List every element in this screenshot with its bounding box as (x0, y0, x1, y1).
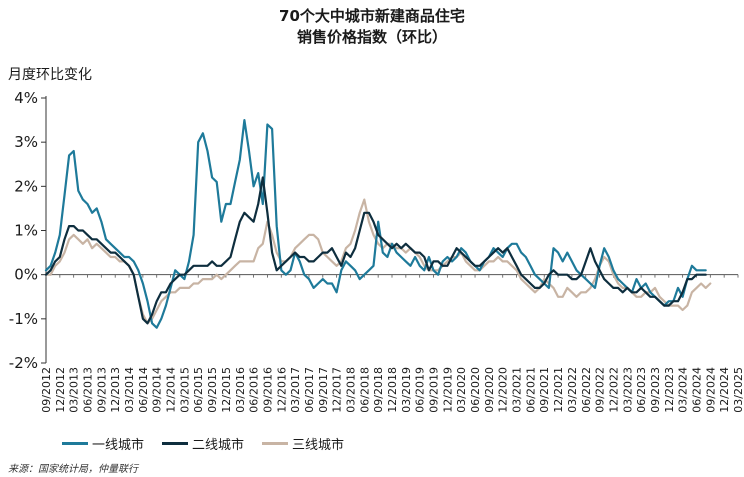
x-tick-label: 12/2014 (165, 367, 178, 413)
x-tick-label: 09/2012 (40, 367, 53, 413)
x-tick-label: 06/2020 (469, 367, 482, 413)
legend-label-tier3: 三线城市 (292, 438, 345, 453)
x-tick-label: 03/2019 (400, 367, 413, 413)
x-tick-label: 09/2018 (372, 367, 385, 413)
x-tick-label: 03/2025 (732, 367, 744, 413)
y-axis-label: 月度环比变化 (8, 67, 92, 83)
x-tick-label: 09/2020 (483, 367, 496, 413)
x-tick-label: 09/2023 (649, 367, 662, 413)
x-tick-label: 09/2022 (594, 367, 607, 413)
x-tick-label: 09/2013 (95, 367, 108, 413)
x-tick-label: 03/2017 (289, 367, 302, 413)
y-tick-label: 1% (14, 222, 38, 240)
x-tick-label: 06/2013 (82, 367, 95, 413)
x-tick-label: 12/2021 (552, 367, 565, 413)
x-tick-label: 03/2018 (344, 367, 357, 413)
legend-item-tier3: 三线城市 (262, 434, 344, 453)
x-tick-label: 03/2021 (511, 367, 524, 413)
x-tick-label: 03/2024 (677, 367, 690, 413)
x-tick-label: 03/2014 (123, 367, 136, 413)
legend-item-tier1: 一线城市 (62, 434, 144, 453)
x-tick-label: 03/2013 (68, 367, 81, 413)
y-tick-label: -1% (9, 310, 38, 328)
x-tick-label: 12/2016 (275, 367, 288, 413)
chart-subtitle: 销售价格指数（环比） (296, 28, 447, 46)
x-tick-label: 06/2019 (414, 367, 427, 413)
legend-item-tier2: 二线城市 (162, 434, 244, 453)
x-tick-label: 12/2012 (54, 367, 67, 413)
x-tick-label: 06/2021 (524, 367, 537, 413)
x-tick-label: 06/2015 (192, 367, 205, 413)
x-tick-label: 09/2016 (261, 367, 274, 413)
y-tick-label: 3% (14, 133, 38, 151)
legend-swatch-tier1 (62, 442, 88, 445)
x-tick-label: 06/2023 (635, 367, 648, 413)
x-tick-label: 09/2014 (151, 367, 164, 413)
x-tick-label: 03/2022 (566, 367, 579, 413)
x-tick-label: 12/2017 (331, 367, 344, 413)
source-note: 来源：国家统计局，仲量联行 (8, 464, 138, 475)
x-tick-label: 09/2019 (428, 367, 441, 413)
x-tick-label: 12/2024 (718, 367, 731, 413)
x-tick-label: 12/2013 (109, 367, 122, 413)
legend-label-tier2: 二线城市 (192, 438, 245, 453)
x-tick-label: 06/2018 (358, 367, 371, 413)
chart-title: 70个大中城市新建商品住宅 (279, 7, 465, 25)
legend-swatch-tier3 (262, 442, 289, 445)
x-tick-label: 12/2020 (497, 367, 510, 413)
legend-label-tier1: 一线城市 (92, 438, 145, 453)
x-tick-label: 09/2024 (704, 367, 717, 413)
x-tick-label: 03/2023 (621, 367, 634, 413)
x-tick-label: 06/2014 (137, 367, 150, 413)
x-tick-label: 06/2016 (248, 367, 261, 413)
x-tick-label: 03/2020 (455, 367, 468, 413)
legend-swatch-tier2 (162, 442, 189, 445)
x-tick-label: 03/2016 (234, 367, 247, 413)
x-tick-label: 06/2022 (580, 367, 593, 413)
x-tick-label: 12/2019 (441, 367, 454, 413)
x-tick-label: 12/2023 (663, 367, 676, 413)
y-tick-label: 0% (14, 266, 38, 284)
y-tick-label: 2% (14, 177, 38, 195)
x-tick-label: 09/2017 (317, 367, 330, 413)
x-tick-label: 09/2015 (206, 367, 219, 413)
x-tick-label: 06/2017 (303, 367, 316, 413)
y-tick-label: 4% (14, 89, 38, 107)
x-tick-label: 03/2015 (178, 367, 191, 413)
x-tick-label: 12/2022 (607, 367, 620, 413)
x-tick-label: 06/2024 (690, 367, 703, 413)
line-chart: -2%-1%0%1%2%3%4%09/2012 12/2012 03/2013 06/… (9, 89, 744, 413)
series-line-1 (44, 118, 707, 329)
legend: 一线城市 二线城市 三线城市 (62, 434, 362, 453)
x-tick-label: 12/2015 (220, 367, 233, 413)
x-tick-label: 09/2021 (538, 367, 551, 413)
y-tick-label: -2% (9, 354, 38, 372)
series-line-2 (44, 176, 707, 325)
x-tick-label: 12/2018 (386, 367, 399, 413)
